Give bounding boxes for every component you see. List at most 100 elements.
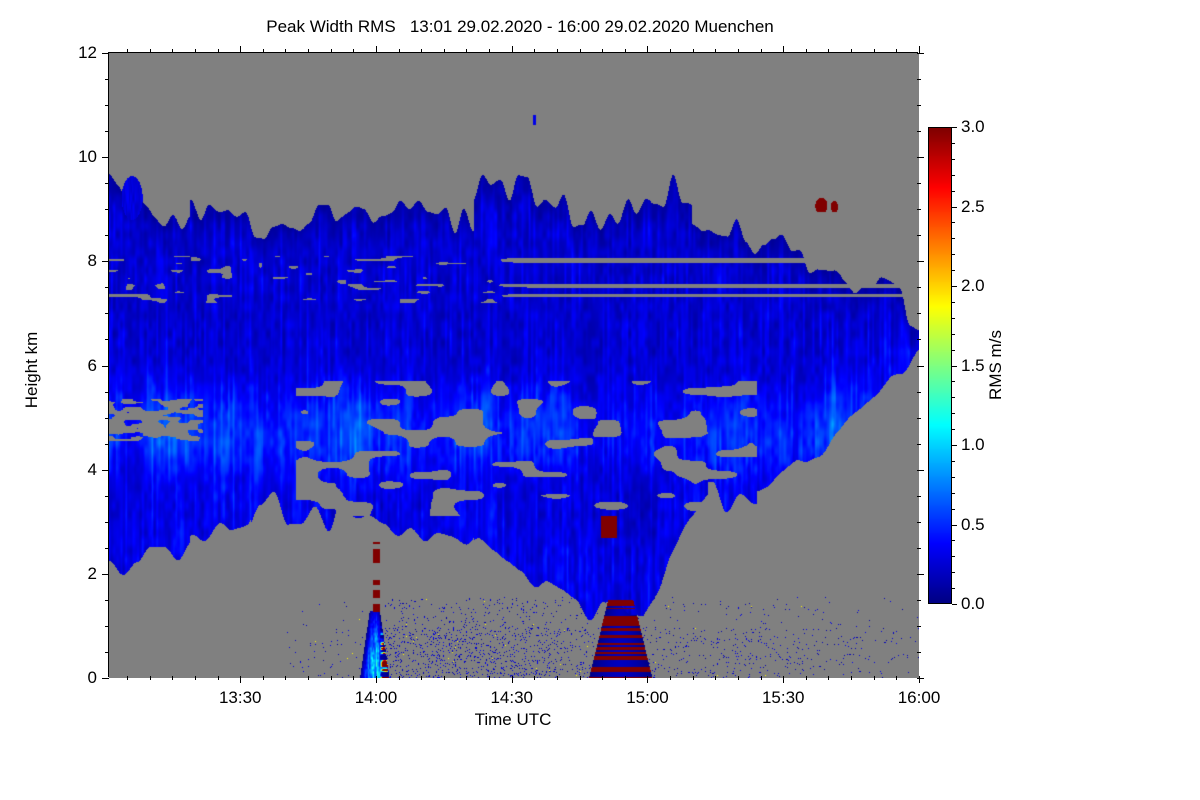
- x-axis-tick-minor-top: [624, 49, 626, 53]
- x-axis-tick-minor: [466, 676, 468, 680]
- colorbar-tick-minor: [952, 413, 955, 415]
- colorbar-tick-major: [952, 365, 957, 367]
- colorbar-tick-minor: [952, 556, 955, 558]
- heatmap-plot-area: 0 2 4 6 8 10 12 13:30 14:00 14:30 15:00 15:30 16:00: [78, 43, 940, 707]
- x-axis-tick-minor: [285, 676, 287, 680]
- y-axis-tick-major-right: [917, 261, 924, 263]
- x-axis-tick-minor: [127, 676, 129, 680]
- y-axis-tick-minor: [105, 625, 109, 627]
- x-axis-tick-label: 15:30: [761, 688, 805, 707]
- y-axis-tick-minor: [105, 235, 109, 237]
- x-axis-tick-label: 13:30: [218, 688, 262, 707]
- x-axis-tick-minor: [828, 676, 830, 680]
- x-axis-tick-minor: [217, 676, 219, 680]
- x-axis-tick-minor: [873, 676, 875, 680]
- colorbar-tick-major: [952, 206, 957, 208]
- colorbar-tick-minor: [952, 508, 955, 510]
- x-axis-tick-minor: [624, 676, 626, 680]
- colorbar-tick-minor: [952, 222, 955, 224]
- y-axis-tick-major: [102, 678, 109, 679]
- colorbar-tick-minor: [952, 588, 955, 590]
- colorbar-tick-minor: [952, 270, 955, 272]
- x-axis-tick-label: 14:00: [354, 688, 398, 707]
- x-axis-tick-minor-top: [896, 49, 898, 53]
- x-axis-tick-minor: [602, 676, 604, 680]
- y-axis-tick-major-right: [917, 53, 924, 54]
- x-axis-tick-minor-top: [398, 49, 400, 53]
- x-axis-tick-minor-top: [873, 49, 875, 53]
- y-axis-tick-minor-right: [917, 313, 921, 315]
- colorbar-tick-major: [952, 286, 957, 287]
- x-axis-tick-minor: [534, 676, 536, 680]
- y-axis-tick-label: 4: [87, 459, 97, 479]
- colorbar-tick-minor: [952, 254, 955, 256]
- y-axis-tick-major: [102, 573, 109, 575]
- x-axis-tick-major: [783, 676, 785, 683]
- y-axis-tick-minor: [105, 651, 109, 653]
- y-axis-tick-minor: [105, 339, 109, 341]
- x-axis-tick-minor-top: [805, 49, 807, 53]
- y-axis-tick-minor-right: [917, 339, 921, 341]
- colorbar-tick-minor: [952, 317, 955, 319]
- colorbar-tick-label: 0.5: [961, 514, 985, 534]
- x-axis-tick-minor: [353, 676, 355, 680]
- x-axis-tick-minor: [805, 676, 807, 680]
- colorbar: 0.0 0.5 1.0 1.5 2.0 2.5 3.0: [928, 117, 985, 613]
- y-axis-tick-label: 12: [78, 43, 97, 62]
- y-axis-tick-minor: [105, 313, 109, 315]
- y-axis-tick-minor-right: [917, 235, 921, 237]
- y-axis-tick-minor-right: [917, 131, 921, 133]
- colorbar-tick-label: 3.0: [961, 117, 985, 136]
- x-axis-tick-minor-top: [194, 49, 196, 53]
- colorbar-tick-minor: [952, 301, 955, 303]
- y-axis-tick-minor: [105, 443, 109, 445]
- y-axis-tick-minor: [105, 391, 109, 393]
- x-axis-tick-major: [240, 676, 242, 683]
- x-axis-tick-minor-top: [149, 49, 151, 53]
- y-axis-tick-minor: [105, 209, 109, 211]
- y-axis-tick-major: [102, 469, 109, 471]
- colorbar-tick-minor: [952, 429, 955, 431]
- y-axis-tick-minor: [105, 521, 109, 523]
- x-axis-tick-minor-top: [217, 49, 219, 53]
- y-axis-tick-major: [102, 157, 109, 159]
- x-axis-tick-major-top: [375, 46, 377, 53]
- colorbar-tick-label: 2.5: [961, 196, 985, 216]
- x-axis-tick-minor: [737, 676, 739, 680]
- colorbar-tick-minor: [952, 397, 955, 399]
- x-axis-tick-minor: [330, 676, 332, 680]
- x-axis-tick-minor-top: [172, 49, 174, 53]
- y-axis-tick-minor-right: [917, 521, 921, 523]
- x-axis-tick-minor: [579, 676, 581, 680]
- x-axis-tick-minor: [896, 676, 898, 680]
- colorbar-tick-minor: [952, 381, 955, 383]
- y-axis-tick-label: 0: [87, 668, 97, 687]
- y-axis-tick-minor-right: [917, 391, 921, 393]
- x-axis-tick-minor: [194, 676, 196, 680]
- y-axis-tick-minor-right: [917, 417, 921, 419]
- colorbar-tick-major: [952, 524, 957, 526]
- x-axis-tick-minor: [489, 676, 491, 680]
- x-axis-tick-minor-top: [692, 49, 694, 53]
- colorbar-tick-minor: [952, 460, 955, 462]
- y-axis-tick-minor-right: [917, 183, 921, 185]
- x-axis-tick-minor-top: [556, 49, 558, 53]
- x-axis-tick-label: 16:00: [897, 688, 941, 707]
- y-axis-tick-minor-right: [917, 599, 921, 601]
- y-axis-tick-label: 2: [87, 563, 97, 583]
- x-axis-tick-minor-top: [262, 49, 264, 53]
- x-axis-tick-minor-top: [828, 49, 830, 53]
- x-axis-tick-minor: [149, 676, 151, 680]
- y-axis-tick-minor: [105, 287, 109, 289]
- x-axis-tick-minor-top: [737, 49, 739, 53]
- x-axis-tick-minor: [421, 676, 423, 680]
- x-axis-tick-minor: [851, 676, 853, 680]
- y-axis-tick-minor-right: [917, 79, 921, 81]
- x-axis-tick-minor-top: [330, 49, 332, 53]
- radar-field-image: [109, 53, 919, 678]
- colorbar-tick-minor: [952, 540, 955, 542]
- colorbar-title: RMS m/s: [986, 330, 1005, 400]
- x-axis-tick-minor-top: [579, 49, 581, 53]
- colorbar-tick-minor: [952, 476, 955, 478]
